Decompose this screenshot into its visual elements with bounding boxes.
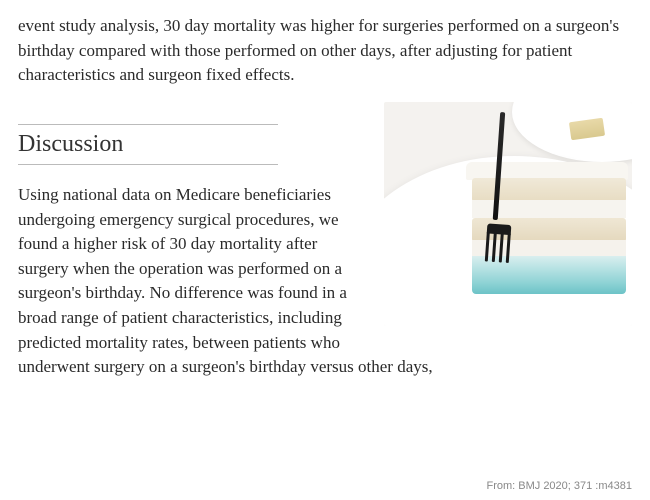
cake-figure	[384, 102, 632, 326]
section-heading-discussion: Discussion	[18, 124, 278, 165]
intro-paragraph: event study analysis, 30 day mortality w…	[18, 14, 632, 88]
discussion-section: Discussion Using national data on Medica…	[18, 102, 632, 394]
source-attribution: From: BMJ 2020; 371 :m4381	[486, 480, 632, 492]
